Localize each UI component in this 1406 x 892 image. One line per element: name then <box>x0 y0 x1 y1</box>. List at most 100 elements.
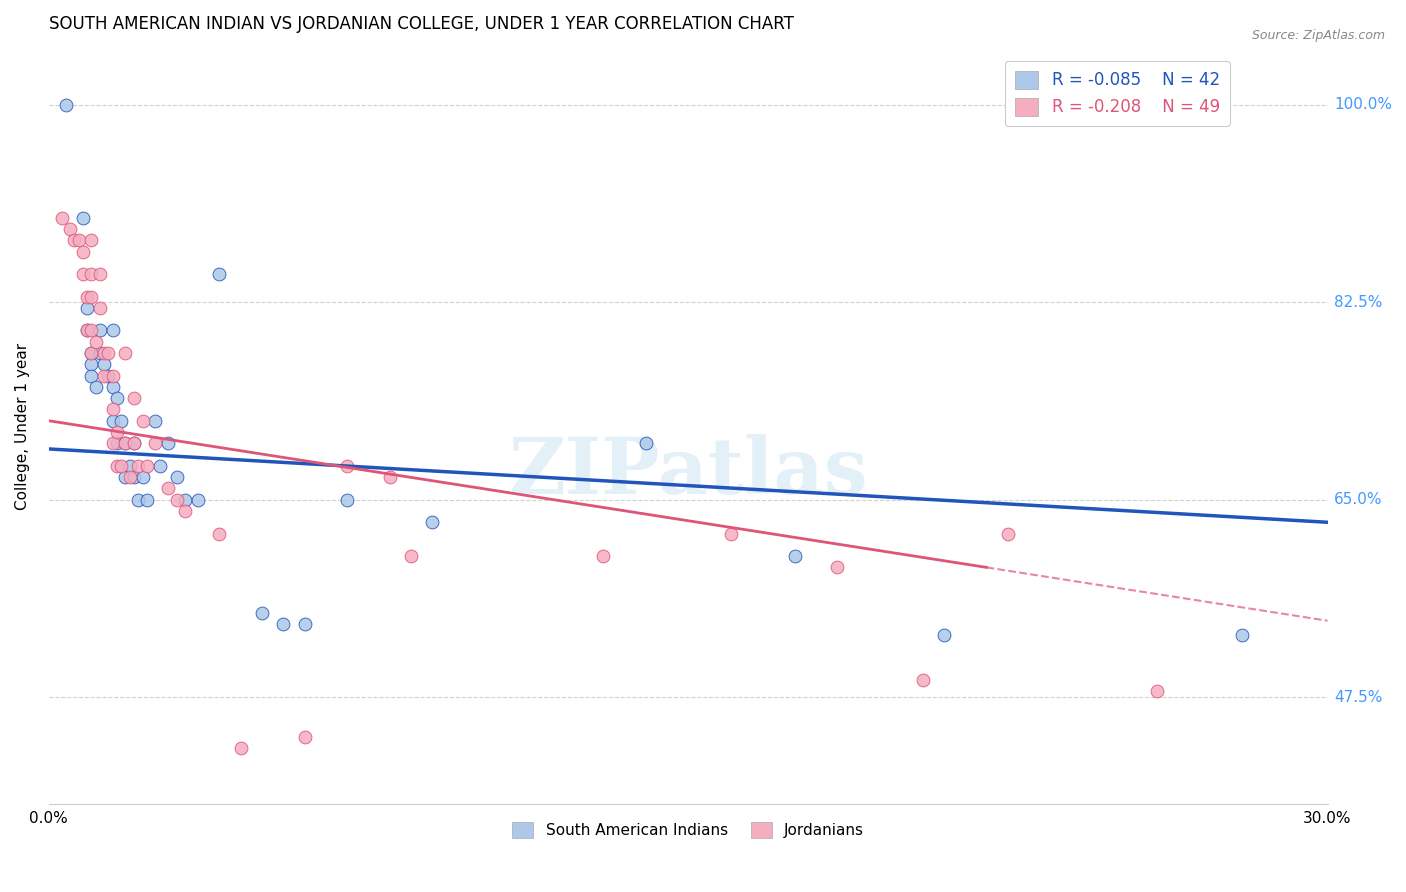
Point <box>84 334 107 349</box>
Point <box>63 233 86 247</box>
Point <box>157 436 180 450</box>
Point <box>131 470 153 484</box>
Point <box>105 458 128 473</box>
Point <box>336 458 359 473</box>
Point <box>122 470 145 484</box>
Y-axis label: College, Under 1 year: College, Under 1 year <box>15 343 30 510</box>
Point <box>55 98 77 112</box>
Point <box>101 436 124 450</box>
Point <box>89 267 111 281</box>
Text: ZIPatlas: ZIPatlas <box>509 434 868 509</box>
Point <box>72 211 94 225</box>
Point <box>229 740 252 755</box>
Legend: South American Indians, Jordanians: South American Indians, Jordanians <box>505 814 872 846</box>
Point <box>122 436 145 450</box>
Point <box>51 211 73 225</box>
Point <box>250 606 273 620</box>
Point <box>105 436 128 450</box>
Point <box>336 492 359 507</box>
Point <box>127 458 149 473</box>
Point <box>114 470 136 484</box>
Point <box>80 233 103 247</box>
Point <box>101 402 124 417</box>
Point <box>114 436 136 450</box>
Text: 100.0%: 100.0% <box>1334 97 1392 112</box>
Point <box>208 267 231 281</box>
Text: Source: ZipAtlas.com: Source: ZipAtlas.com <box>1251 29 1385 42</box>
Point <box>59 222 82 236</box>
Point <box>93 346 115 360</box>
Point <box>80 368 103 383</box>
Point <box>135 458 157 473</box>
Point <box>118 458 141 473</box>
Point <box>166 470 188 484</box>
Point <box>101 414 124 428</box>
Point <box>1232 628 1254 642</box>
Point <box>271 616 294 631</box>
Point <box>208 526 231 541</box>
Point <box>118 470 141 484</box>
Point <box>114 436 136 450</box>
Point <box>932 628 955 642</box>
Point <box>93 368 115 383</box>
Point <box>422 516 444 530</box>
Point <box>101 380 124 394</box>
Point <box>720 526 742 541</box>
Point <box>80 267 103 281</box>
Text: 47.5%: 47.5% <box>1334 690 1382 705</box>
Point <box>1146 684 1168 698</box>
Point <box>143 414 166 428</box>
Point <box>101 368 124 383</box>
Point <box>122 436 145 450</box>
Point <box>592 549 614 563</box>
Point <box>114 346 136 360</box>
Point <box>80 290 103 304</box>
Point <box>294 730 316 744</box>
Point <box>174 504 197 518</box>
Point <box>105 391 128 405</box>
Point <box>89 301 111 315</box>
Point <box>911 673 934 688</box>
Text: 65.0%: 65.0% <box>1334 492 1382 508</box>
Point <box>110 414 132 428</box>
Point <box>76 301 98 315</box>
Point <box>101 323 124 337</box>
Point <box>89 323 111 337</box>
Point <box>80 357 103 371</box>
Point <box>166 492 188 507</box>
Point <box>80 346 103 360</box>
Point <box>72 244 94 259</box>
Point <box>97 368 120 383</box>
Point <box>634 436 657 450</box>
Point <box>89 346 111 360</box>
Point <box>148 458 170 473</box>
Point <box>80 323 103 337</box>
Point <box>783 549 806 563</box>
Point <box>84 380 107 394</box>
Point <box>110 458 132 473</box>
Text: 82.5%: 82.5% <box>1334 294 1382 310</box>
Point <box>76 290 98 304</box>
Point <box>135 492 157 507</box>
Point <box>294 616 316 631</box>
Point <box>174 492 197 507</box>
Point <box>143 436 166 450</box>
Point <box>97 346 120 360</box>
Point <box>378 470 401 484</box>
Point <box>157 482 180 496</box>
Point <box>93 357 115 371</box>
Point <box>76 323 98 337</box>
Point <box>997 526 1019 541</box>
Point <box>72 267 94 281</box>
Point <box>80 346 103 360</box>
Point <box>67 233 90 247</box>
Text: SOUTH AMERICAN INDIAN VS JORDANIAN COLLEGE, UNDER 1 YEAR CORRELATION CHART: SOUTH AMERICAN INDIAN VS JORDANIAN COLLE… <box>49 15 793 33</box>
Point <box>131 414 153 428</box>
Point <box>187 492 209 507</box>
Point <box>399 549 422 563</box>
Point <box>122 391 145 405</box>
Point <box>105 425 128 439</box>
Point <box>127 492 149 507</box>
Point <box>76 323 98 337</box>
Point <box>827 560 849 574</box>
